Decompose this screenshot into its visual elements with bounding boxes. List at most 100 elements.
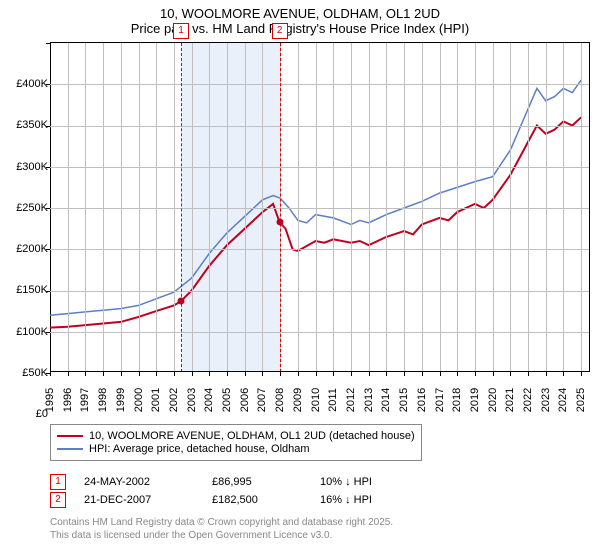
x-axis-label: 2007: [256, 388, 268, 412]
gridline-v: [316, 43, 317, 372]
x-axis-label: 2021: [504, 388, 516, 412]
gridline-v: [156, 43, 157, 372]
x-axis-label: 2006: [239, 388, 251, 412]
sale-price: £182,500: [212, 494, 302, 506]
gridline-h: [50, 332, 589, 333]
gridline-v: [510, 43, 511, 372]
legend-label: HPI: Average price, detached house, Oldh…: [89, 443, 310, 455]
gridline-v: [563, 43, 564, 372]
chart: 12 £0£50K£100K£150K£200K£250K£300K£350K£…: [0, 42, 600, 412]
sale-marker-box: 2: [272, 23, 288, 39]
x-axis-label: 2009: [292, 388, 304, 412]
legend: 10, WOOLMORE AVENUE, OLDHAM, OL1 2UD (de…: [50, 424, 590, 461]
legend-row: 10, WOOLMORE AVENUE, OLDHAM, OL1 2UD (de…: [57, 430, 415, 442]
sale-point: [276, 219, 283, 226]
footer-line-1: Contains HM Land Registry data © Crown c…: [50, 516, 393, 529]
gridline-v: [262, 43, 263, 372]
footer-line-2: This data is licensed under the Open Gov…: [50, 529, 393, 542]
sale-date: 24-MAY-2002: [84, 476, 194, 488]
legend-label: 10, WOOLMORE AVENUE, OLDHAM, OL1 2UD (de…: [89, 430, 415, 442]
sale-price: £86,995: [212, 476, 302, 488]
x-axis-label: 2001: [150, 388, 162, 412]
sale-marker-box: 1: [173, 23, 189, 39]
gridline-v: [298, 43, 299, 372]
chart-title: 10, WOOLMORE AVENUE, OLDHAM, OL1 2UD Pri…: [0, 0, 600, 36]
x-axis-label: 1997: [79, 388, 91, 412]
footer: Contains HM Land Registry data © Crown c…: [50, 516, 393, 542]
x-axis-label: 2004: [203, 388, 215, 412]
sale-point: [178, 298, 185, 305]
legend-row: HPI: Average price, detached house, Oldh…: [57, 443, 415, 455]
gridline-v: [192, 43, 193, 372]
sale-row: 2 21-DEC-2007 £182,500 16% ↓ HPI: [50, 492, 410, 508]
plot-area: 12: [50, 42, 590, 372]
sale-delta: 16% ↓ HPI: [320, 494, 410, 506]
y-axis-label: £350K: [16, 119, 48, 131]
x-axis-label: 1998: [97, 388, 109, 412]
sale-marker-line: [181, 43, 182, 372]
gridline-v: [386, 43, 387, 372]
gridline-v: [121, 43, 122, 372]
gridline-h: [50, 126, 589, 127]
gridline-h: [50, 84, 589, 85]
gridline-v: [457, 43, 458, 372]
y-axis-label: £250K: [16, 202, 48, 214]
x-axis-label: 2024: [557, 388, 569, 412]
x-axis-label: 2003: [186, 388, 198, 412]
x-axis-label: 2023: [540, 388, 552, 412]
gridline-v: [227, 43, 228, 372]
x-axis-label: 2019: [469, 388, 481, 412]
x-axis-label: 2011: [327, 388, 339, 412]
legend-swatch: [57, 435, 83, 437]
x-axis-label: 2012: [345, 388, 357, 412]
gridline-v: [528, 43, 529, 372]
x-axis-label: 1999: [115, 388, 127, 412]
x-axis-label: 1995: [44, 388, 56, 412]
x-axis-label: 2015: [398, 388, 410, 412]
x-axis-label: 2008: [274, 388, 286, 412]
gridline-v: [581, 43, 582, 372]
gridline-v: [139, 43, 140, 372]
x-axis-label: 2005: [221, 388, 233, 412]
y-axis-label: £100K: [16, 326, 48, 338]
y-axis-label: £300K: [16, 161, 48, 173]
y-axis-label: £50K: [22, 367, 48, 379]
gridline-h: [50, 208, 589, 209]
gridline-h: [50, 249, 589, 250]
gridline-v: [493, 43, 494, 372]
sale-date: 21-DEC-2007: [84, 494, 194, 506]
x-axis-label: 2017: [434, 388, 446, 412]
gridline-h: [50, 291, 589, 292]
sale-number: 2: [50, 492, 66, 508]
y-axis-label: £150K: [16, 284, 48, 296]
y-axis-label: £200K: [16, 243, 48, 255]
legend-swatch: [57, 448, 83, 450]
legend-box: 10, WOOLMORE AVENUE, OLDHAM, OL1 2UD (de…: [50, 424, 422, 461]
gridline-v: [245, 43, 246, 372]
gridline-v: [85, 43, 86, 372]
title-line-1: 10, WOOLMORE AVENUE, OLDHAM, OL1 2UD: [0, 6, 600, 21]
x-axis-label: 2013: [363, 388, 375, 412]
sale-marker-line: [280, 43, 281, 372]
gridline-v: [546, 43, 547, 372]
x-axis-label: 2020: [487, 388, 499, 412]
gridline-v: [68, 43, 69, 372]
gridline-v: [475, 43, 476, 372]
x-axis-label: 2000: [133, 388, 145, 412]
gridline-v: [404, 43, 405, 372]
x-axis-label: 1996: [62, 388, 74, 412]
gridline-v: [174, 43, 175, 372]
title-line-2: Price paid vs. HM Land Registry's House …: [0, 21, 600, 36]
x-axis-label: 2016: [416, 388, 428, 412]
gridline-v: [333, 43, 334, 372]
x-axis-label: 2018: [451, 388, 463, 412]
y-axis-label: £400K: [16, 78, 48, 90]
x-axis-label: 2010: [310, 388, 322, 412]
sale-row: 124-MAY-2002£86,99510% ↓ HPI: [50, 474, 410, 490]
gridline-v: [422, 43, 423, 372]
gridline-v: [351, 43, 352, 372]
x-axis-label: 2002: [168, 388, 180, 412]
sale-number: 1: [50, 474, 66, 490]
gridline-v: [103, 43, 104, 372]
x-axis-label: 2025: [575, 388, 587, 412]
